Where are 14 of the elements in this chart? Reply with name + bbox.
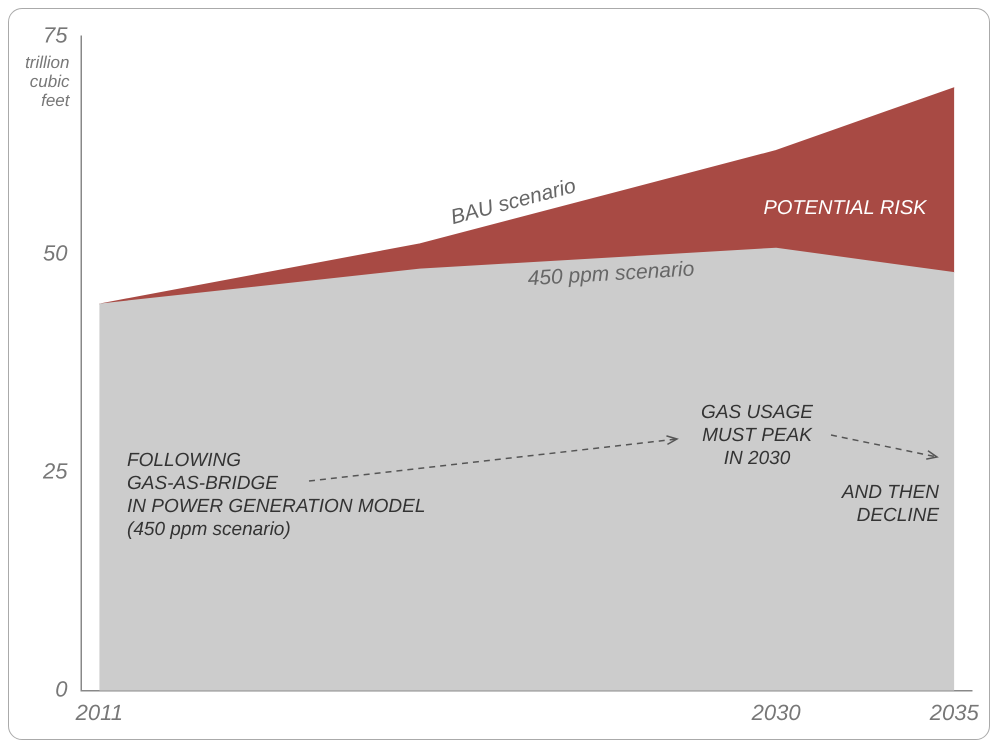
y-tick-label: 25 <box>42 458 68 484</box>
text: BAU scenario <box>448 174 578 230</box>
y-tick-label: 75 <box>42 22 68 48</box>
annotation: AND THEN DECLINE <box>842 481 939 527</box>
y-axis-title: trillion cubic feet <box>25 53 71 110</box>
annotation: POTENTIAL RISK <box>763 197 927 220</box>
annotation: FOLLOWING GAS-AS-BRIDGE IN POWER GENERATION MODEL (450 ppm scenario) <box>127 449 426 541</box>
x-tick-label: 2030 <box>750 700 802 725</box>
x-tick-label: 2035 <box>928 700 980 725</box>
y-tick-label: 0 <box>55 676 68 702</box>
x-tick-label: 2011 <box>74 700 123 725</box>
series-label: 450 ppm scenario <box>527 257 695 290</box>
y-tick-label: 50 <box>42 240 68 266</box>
annotation: GAS USAGE MUST PEAK IN 2030 <box>701 401 813 470</box>
